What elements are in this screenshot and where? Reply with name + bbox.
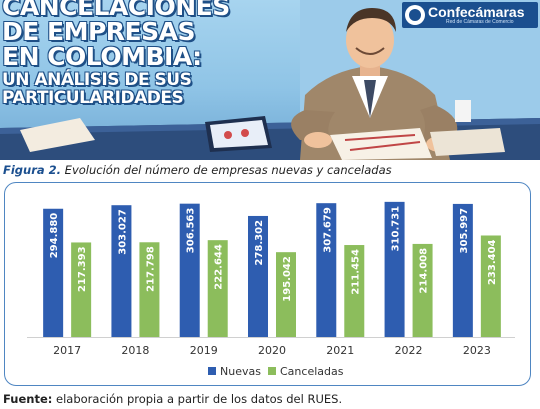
x-tick-label-2018: 2018: [121, 344, 149, 357]
x-tick-label-2020: 2020: [258, 344, 286, 357]
data-label-nuevas-2023: 305.997: [459, 208, 470, 254]
bar-nuevas-2020: [248, 215, 268, 337]
logo-mark-icon: [405, 5, 425, 25]
bar-canceladas-2018: [139, 242, 160, 337]
bar-nuevas-2018: [111, 205, 132, 337]
bar-nuevas-2023: [452, 203, 473, 337]
logo-name: Confecámaras: [428, 4, 525, 20]
bar-nuevas-2022: [384, 201, 405, 337]
confecamaras-logo: Confecámaras Red de Cámaras de Comercio: [402, 2, 538, 28]
data-label-canceladas-2017: 217.393: [77, 246, 88, 292]
bar-canceladas-2020: [276, 252, 296, 337]
x-tick-label-2019: 2019: [190, 344, 218, 357]
bar-nuevas-2021: [316, 203, 337, 337]
data-label-nuevas-2020: 278.302: [254, 220, 265, 266]
data-label-nuevas-2017: 294.880: [49, 213, 60, 259]
bar-nuevas-2019: [179, 203, 200, 337]
hero-title: CANCELACIONES DE EMPRESAS EN COLOMBIA: U…: [2, 0, 302, 107]
figure-caption-text: Evolución del número de empresas nuevas …: [61, 163, 392, 177]
chart-frame: 294.880 217.393 2017 303.027 217.798 2018 306.…: [4, 182, 531, 386]
bar-canceladas-2023: [480, 235, 501, 337]
legend-label-canceladas: Canceladas: [280, 365, 344, 378]
data-label-nuevas-2018: 303.027: [117, 209, 128, 255]
legend-label-nuevas: Nuevas: [220, 365, 261, 378]
data-label-nuevas-2022: 310.731: [391, 206, 402, 252]
hero-banner: CANCELACIONES DE EMPRESAS EN COLOMBIA: U…: [0, 0, 540, 160]
data-label-nuevas-2019: 306.563: [186, 208, 197, 254]
hero-title-line-1: CANCELACIONES: [2, 0, 230, 21]
data-label-canceladas-2019: 222.644: [214, 244, 225, 290]
source-label: Fuente:: [3, 392, 53, 406]
data-label-canceladas-2018: 217.798: [145, 246, 156, 292]
bar-canceladas-2019: [207, 240, 228, 337]
source-text: elaboración propia a partir de los datos…: [52, 392, 343, 406]
legend-swatch-nuevas: [208, 367, 216, 375]
hero-title-line-5: PARTICULARIDADES: [2, 88, 184, 108]
x-tick-label-2021: 2021: [326, 344, 354, 357]
bar-canceladas-2017: [71, 242, 92, 337]
source-note: Fuente: elaboración propia a partir de l…: [3, 392, 342, 406]
data-label-canceladas-2022: 214.008: [419, 248, 430, 294]
hero-title-line-2: DE EMPRESAS: [2, 17, 196, 46]
data-label-nuevas-2021: 307.679: [322, 207, 333, 253]
x-tick-label-2022: 2022: [395, 344, 423, 357]
hero-title-line-3: EN COLOMBIA:: [2, 42, 202, 71]
hero-title-line-4: UN ANÁLISIS DE SUS: [2, 70, 192, 90]
bar-chart: 294.880 217.393 2017 303.027 217.798 2018 306.…: [27, 201, 515, 378]
figure-caption: Figura 2. Evolución del número de empres…: [3, 163, 392, 177]
figure-label: Figura 2.: [3, 163, 62, 177]
legend-swatch-canceladas: [268, 367, 276, 375]
bar-canceladas-2022: [412, 243, 433, 337]
bar-nuevas-2017: [43, 208, 64, 337]
data-label-canceladas-2020: 195.042: [282, 256, 293, 302]
x-tick-label-2017: 2017: [53, 344, 81, 357]
data-label-canceladas-2021: 211.454: [350, 249, 361, 295]
data-label-canceladas-2023: 233.404: [487, 239, 498, 285]
logo-subtitle: Red de Cámaras de Comercio: [446, 19, 514, 25]
bar-canceladas-2021: [344, 245, 365, 337]
x-tick-label-2023: 2023: [463, 344, 491, 357]
